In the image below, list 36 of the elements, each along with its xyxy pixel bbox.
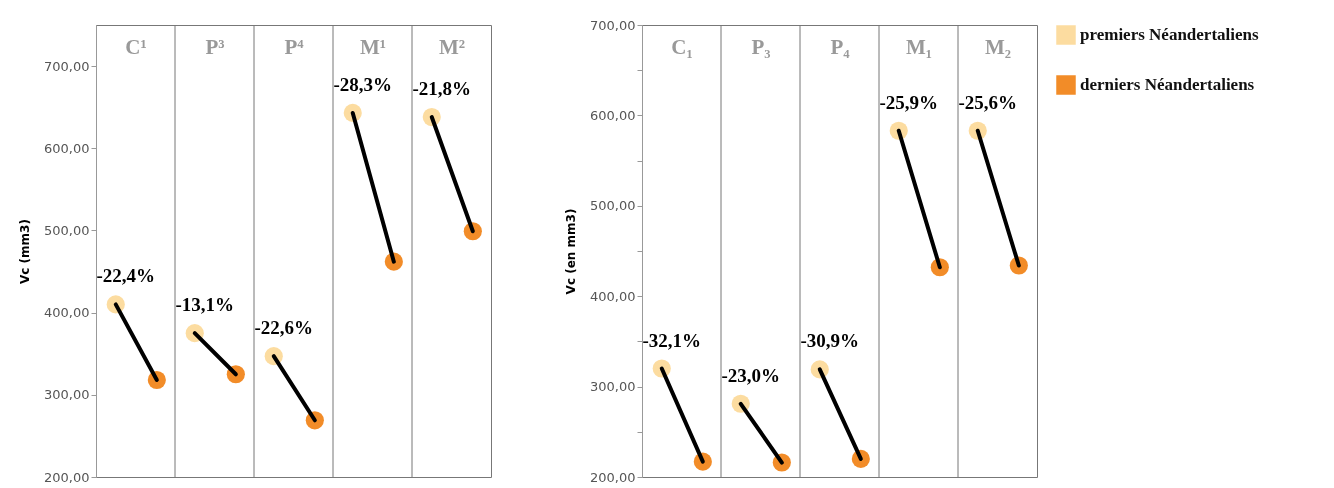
x-tick-label: P⁴: [284, 34, 305, 59]
y-tick-label: 200,00: [590, 469, 636, 485]
annotation: -30,9%: [800, 330, 860, 352]
y-tick-label: 300,00: [44, 387, 90, 403]
y-tick-label: 500,00: [590, 198, 636, 214]
annotation: -22,4%: [96, 265, 156, 287]
y-axis-title: Vc (en mm3): [564, 208, 579, 295]
annotation: -13,1%: [175, 294, 235, 316]
x-tick-label: P₃: [751, 34, 771, 59]
legend-label: premiers Néandertaliens: [1080, 25, 1260, 44]
y-axis-title: Vc (mm3): [18, 219, 33, 284]
annotation: -22,6%: [254, 317, 314, 339]
x-tick-label: C¹: [125, 34, 147, 59]
x-tick-label: M²: [438, 34, 466, 59]
annotation: -23,0%: [721, 364, 781, 386]
annotation: -25,6%: [958, 91, 1018, 113]
annotation: -28,3%: [333, 73, 393, 95]
y-tick-label: 200,00: [44, 469, 90, 485]
y-tick-label: 400,00: [590, 288, 636, 304]
y-tick-label: 300,00: [590, 379, 636, 395]
annotation: -25,9%: [879, 91, 939, 113]
x-tick-label: P₄: [830, 34, 851, 59]
annotation: -32,1%: [642, 329, 702, 351]
x-tick-label: M¹: [359, 34, 387, 59]
y-tick-label: 700,00: [590, 17, 636, 33]
x-tick-label: P³: [205, 34, 225, 59]
y-tick-label: 600,00: [590, 107, 636, 123]
y-tick-label: 700,00: [44, 58, 90, 74]
x-tick-label: M₁: [905, 34, 933, 59]
y-tick-label: 600,00: [44, 140, 90, 156]
x-tick-label: C₁: [671, 34, 693, 59]
legend-label: derniers Néandertaliens: [1080, 75, 1255, 94]
y-tick-label: 500,00: [44, 222, 90, 238]
y-tick-label: 400,00: [44, 305, 90, 321]
x-tick-label: M₂: [984, 34, 1012, 59]
annotation: -21,8%: [412, 78, 472, 100]
